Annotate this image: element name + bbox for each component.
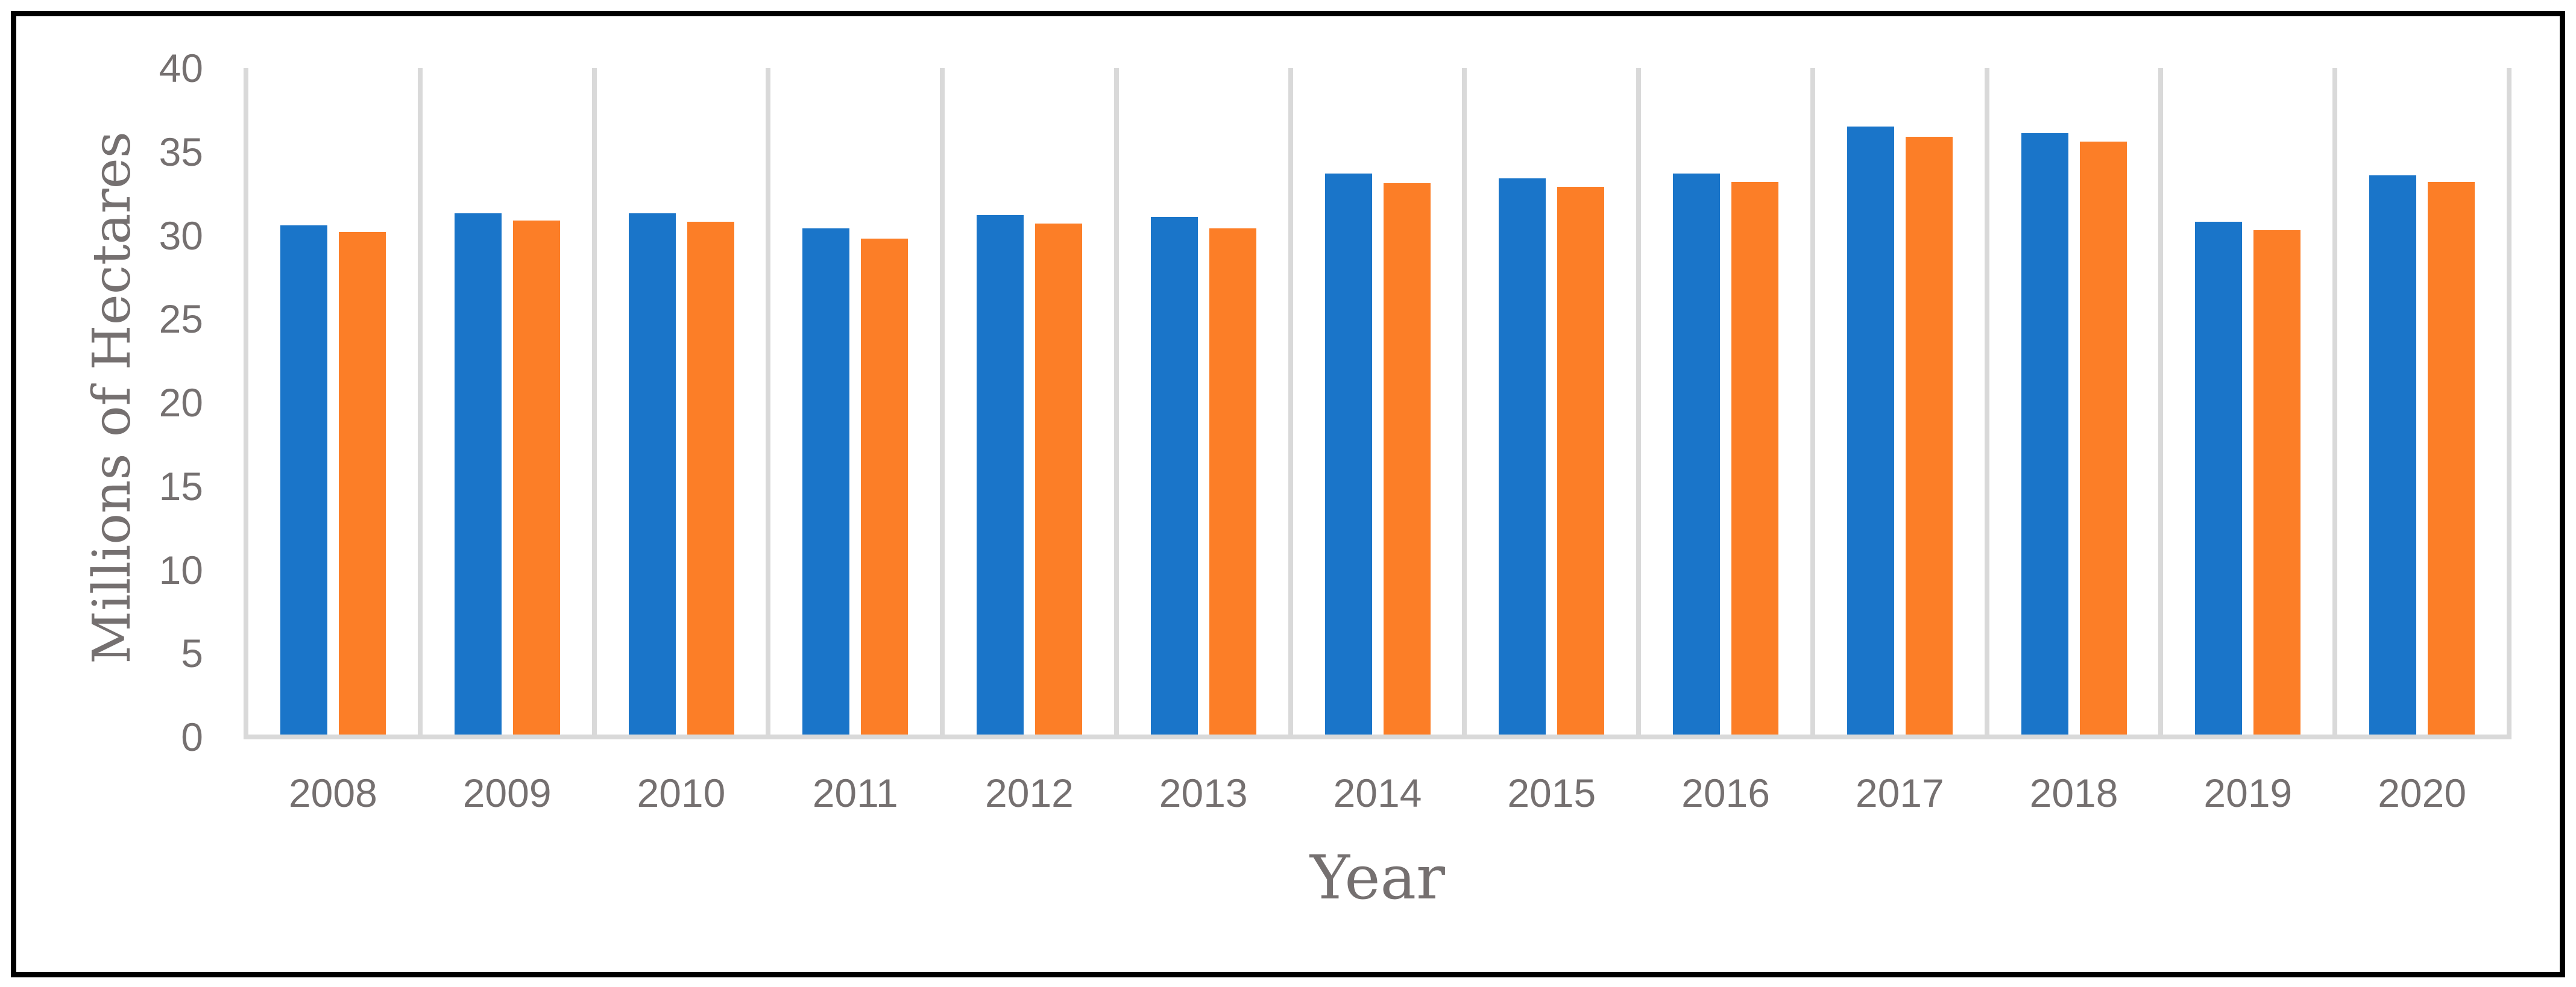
bar-2017-orange-series [1905, 137, 1953, 737]
y-axis-tick-label-30: 30 [159, 213, 203, 258]
bar-2020-orange-series [2428, 182, 2475, 737]
gridline [1113, 68, 1119, 737]
y-axis-tick-label-15: 15 [159, 463, 203, 509]
y-axis-tick-label-40: 40 [159, 46, 203, 90]
x-axis-tick-label-2018: 2018 [2029, 771, 2118, 815]
x-axis-tick-label-2015: 2015 [1507, 771, 1596, 815]
gridline [2332, 68, 2338, 737]
chart-border-frame [11, 11, 2565, 977]
bar-2011-blue-series [802, 228, 850, 737]
x-axis-tick-label-2012: 2012 [985, 771, 1074, 815]
bar-2013-orange-series [1209, 228, 1256, 737]
bar-2008-orange-series [339, 232, 386, 737]
x-axis-tick-label-2016: 2016 [1681, 771, 1770, 815]
bar-2018-blue-series [2021, 133, 2068, 737]
bar-group-2018 [1987, 68, 2161, 737]
bar-2013-blue-series [1150, 217, 1198, 737]
gridline [2158, 68, 2164, 737]
bar-group-2009 [420, 68, 594, 737]
y-axis-tick-label-20: 20 [159, 380, 203, 425]
y-axis-tick-label-5: 5 [181, 631, 203, 676]
y-axis-tick-label-25: 25 [159, 296, 203, 342]
x-axis-tick-label-2020: 2020 [2378, 771, 2467, 815]
bar-2010-blue-series [628, 213, 676, 737]
bar-2018-orange-series [2079, 142, 2127, 737]
bar-group-2017 [1813, 68, 1987, 737]
bar-group-2020 [2335, 68, 2509, 737]
gridline [1288, 68, 1293, 737]
x-axis-tick-label-2010: 2010 [637, 771, 726, 815]
bar-2009-orange-series [512, 221, 560, 737]
y-axis-tick-label-10: 10 [159, 547, 203, 592]
gridline [591, 68, 597, 737]
x-axis-title: Year [1310, 842, 1445, 913]
bar-group-2011 [768, 68, 942, 737]
bar-group-2014 [1291, 68, 1465, 737]
bar-2014-blue-series [1324, 174, 1372, 737]
bar-group-2015 [1464, 68, 1639, 737]
x-axis-tick-labels: 2008 2009 2010 2011 2012 2013 2014 2015 2016 2017… [246, 773, 2509, 821]
x-axis-tick-label-2013: 2013 [1159, 771, 1248, 815]
bar-2020-blue-series [2369, 175, 2417, 737]
bar-2015-orange-series [1557, 187, 1605, 737]
y-axis-tick-label-35: 35 [159, 129, 203, 174]
gridline [940, 68, 945, 737]
bar-2014-orange-series [1383, 183, 1431, 737]
x-axis-tick-label-2019: 2019 [2203, 771, 2293, 815]
y-axis-tick-label-0: 0 [181, 715, 203, 759]
gridline [1636, 68, 1642, 737]
gridline [2507, 68, 2511, 737]
x-axis-tick-label-2011: 2011 [812, 771, 898, 815]
bar-2016-blue-series [1673, 174, 1721, 737]
bar-2015-blue-series [1499, 178, 1546, 737]
x-axis-tick-label-2008: 2008 [288, 771, 377, 815]
bar-group-2016 [1639, 68, 1813, 737]
gridline [1462, 68, 1467, 737]
bar-2008-blue-series [280, 225, 327, 737]
x-axis-tick-label-2017: 2017 [1855, 771, 1944, 815]
x-axis-tick-label-2014: 2014 [1333, 771, 1422, 815]
plot-area [244, 68, 2511, 737]
bar-2012-blue-series [977, 215, 1024, 737]
bar-2019-orange-series [2253, 230, 2301, 737]
bar-2011-orange-series [861, 239, 909, 737]
bar-group-2013 [1116, 68, 1291, 737]
gridline [766, 68, 771, 737]
bar-2009-blue-series [454, 213, 502, 737]
bar-group-2008 [246, 68, 420, 737]
bar-2012-orange-series [1035, 224, 1083, 737]
x-axis-line [244, 735, 2511, 739]
gridline [417, 68, 423, 737]
bar-group-2010 [594, 68, 769, 737]
bar-group-2012 [942, 68, 1116, 737]
bar-group-2019 [2161, 68, 2335, 737]
bar-2010-orange-series [687, 222, 734, 737]
bar-2017-blue-series [1847, 127, 1894, 737]
gridline [1984, 68, 1989, 737]
y-axis-tick-labels: 0 5 10 15 20 25 30 35 40 [0, 0, 203, 987]
gridline [1810, 68, 1815, 737]
bar-2019-blue-series [2195, 222, 2243, 737]
x-axis-tick-label-2009: 2009 [462, 771, 552, 815]
gridline [244, 68, 248, 737]
bar-2016-orange-series [1731, 182, 1779, 737]
